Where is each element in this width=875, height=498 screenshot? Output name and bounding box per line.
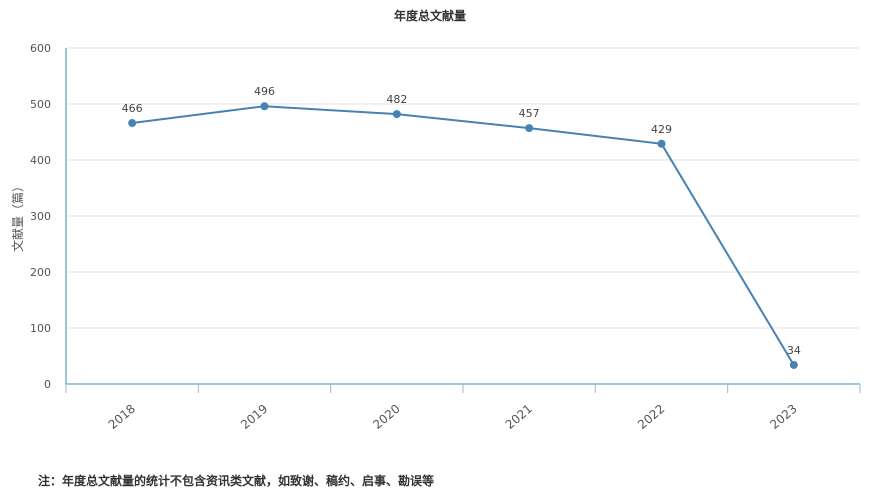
data-point	[260, 102, 269, 111]
x-tick-label: 2022	[635, 402, 667, 432]
y-axis-label: 文献量（篇）	[10, 180, 25, 252]
x-tick-label: 2019	[238, 402, 270, 432]
y-tick-label: 300	[30, 210, 51, 223]
y-tick-label: 200	[30, 266, 51, 279]
series-line	[132, 105, 795, 366]
data-label: 429	[651, 123, 672, 136]
y-tick-label: 0	[44, 378, 51, 391]
gridlines	[66, 47, 860, 329]
x-tick-label: 2023	[767, 402, 799, 432]
series: 466 496 482 457 429 34	[122, 85, 801, 369]
data-point	[128, 119, 137, 128]
data-label: 34	[787, 344, 801, 357]
y-tick-label: 400	[30, 154, 51, 167]
y-axis-ticks: 0 100 200 300 400 500 600	[30, 42, 51, 391]
chart-title: 年度总文献量	[394, 8, 466, 23]
footnote: 注：年度总文献量的统计不包含资讯类文献，如致谢、稿约、启事、勘误等	[38, 474, 435, 488]
x-tick-label: 2018	[106, 402, 138, 432]
data-point	[789, 360, 798, 369]
data-label: 466	[122, 102, 143, 115]
y-tick-label: 100	[30, 322, 51, 335]
x-axis-ticks: 2018 2019 2020 2021 2022 2023	[106, 402, 800, 432]
data-point	[525, 124, 534, 133]
x-tick-label: 2020	[370, 402, 402, 432]
data-point	[392, 110, 401, 119]
data-label: 482	[386, 93, 407, 106]
data-label: 457	[519, 107, 540, 120]
data-label: 496	[254, 85, 275, 98]
axes	[65, 48, 861, 393]
x-tick-label: 2021	[503, 402, 535, 432]
y-tick-label: 500	[30, 98, 51, 111]
data-point	[657, 139, 666, 148]
y-tick-label: 600	[30, 42, 51, 55]
